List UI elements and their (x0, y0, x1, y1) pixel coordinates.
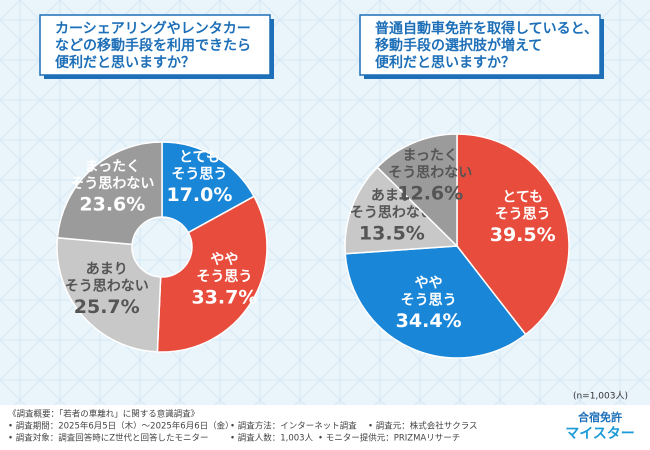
value-label: 13.5% (359, 222, 425, 244)
slice (161, 141, 256, 234)
footer-text: 《調査概要：「若者の車離れ」に関する意識調査》 (8, 409, 199, 420)
footer-text: • 調査人数：1,003人 (230, 433, 314, 444)
question-text: 便利だと思いますか？ (55, 54, 195, 71)
value-label: 39.5% (490, 224, 556, 246)
slice-label: そう思う (401, 292, 457, 308)
slice-label: そう思う (495, 207, 551, 223)
slice-label: まったく (402, 148, 457, 164)
slice-label: そう思わない (350, 205, 434, 221)
footer-text: • 調査元：株式会社サクラス (368, 421, 478, 432)
slice (56, 141, 163, 246)
slice (344, 245, 527, 359)
value-label: 12.6% (397, 182, 463, 204)
footer-bg (0, 405, 650, 450)
slice-label: そう思わない (388, 165, 472, 181)
question-box (39, 14, 271, 76)
slice-label: あまり (86, 261, 128, 277)
value-label: 23.6% (79, 193, 145, 215)
value-label: 25.7% (74, 296, 140, 318)
footer-text: • モニター提供元：PRIZMAリサーチ (318, 433, 460, 444)
sample-note: (n=1,003人) (573, 391, 628, 402)
slice-label: まったく (85, 159, 140, 175)
slice-label: そう思う (196, 269, 252, 285)
slice-label: そう思う (171, 167, 227, 183)
slice-label: そう思わない (70, 176, 154, 192)
footer-text: • 調査期間：2025年6月5日（木）～2025年6月6日（金） (8, 421, 234, 432)
value-label: 17.0% (166, 184, 232, 206)
slice-label: そう思わない (65, 278, 149, 294)
footer-text: • 調査対象：調査回答時にZ世代と回答したモニター (8, 433, 209, 444)
slice-label: やや (210, 252, 238, 268)
footer-text: • 調査方法：インターネット調査 (230, 421, 357, 432)
question-text: 普通自動車免許を取得していると、 (375, 20, 598, 37)
slice (456, 133, 570, 336)
question-text: 移動手段の選択肢が増えて (375, 37, 542, 54)
question-text: カーシェアリングやレンタカー (55, 20, 251, 37)
slice-label: とても (502, 190, 543, 206)
slice-label: とても (179, 150, 220, 166)
question-box (359, 14, 601, 76)
logo: 合宿免許 (578, 410, 622, 424)
logo: マイスター (565, 426, 635, 442)
slice (56, 236, 162, 353)
slice (156, 195, 268, 353)
slice (344, 166, 459, 255)
question-text: などの移動手段を利用できたら (55, 37, 251, 54)
value-label: 34.4% (396, 310, 462, 332)
question-text: 便利だと思いますか？ (375, 54, 515, 71)
slice (376, 133, 458, 248)
value-label: 33.7% (191, 286, 257, 308)
slice-label: やや (415, 275, 443, 291)
